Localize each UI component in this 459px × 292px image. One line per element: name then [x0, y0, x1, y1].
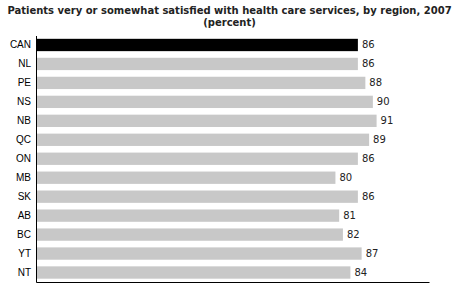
tick: ON: [16, 153, 36, 164]
data-label: 89: [373, 134, 386, 145]
tick-label: BC: [17, 229, 31, 240]
tick: QC: [16, 134, 36, 145]
tick: YT: [18, 248, 36, 259]
bar: [36, 134, 369, 146]
tick-label: CAN: [10, 39, 31, 50]
data-label: 87: [366, 248, 379, 259]
data-label: 88: [369, 77, 382, 88]
plot: 86 86 88 90 91 89 86 80 86 81 82 87 84 CAN NL PE NS NB QC O…: [10, 36, 430, 283]
tick: NB: [17, 115, 36, 126]
x-axis: [37, 282, 430, 283]
data-label: 80: [339, 172, 352, 183]
tick-label: NB: [17, 115, 31, 126]
bar: [36, 96, 373, 108]
data-label: 86: [362, 58, 375, 69]
tick: MB: [16, 172, 36, 183]
data-label: 84: [354, 267, 367, 278]
bar: [36, 58, 358, 70]
data-label: 86: [362, 191, 375, 202]
tick-label: PE: [18, 77, 32, 88]
bar: [36, 209, 339, 221]
bars: [36, 39, 377, 279]
tick-label: NT: [18, 267, 31, 278]
tick: CAN: [10, 39, 36, 50]
bar: [36, 77, 365, 89]
axis-line: [37, 282, 430, 283]
data-label: 90: [377, 96, 390, 107]
tick: BC: [17, 229, 36, 240]
tick: AB: [18, 210, 36, 221]
bar: [36, 228, 343, 240]
data-label: 86: [362, 153, 375, 164]
tick-label: QC: [16, 134, 31, 145]
tick: SK: [18, 191, 36, 202]
tick-label: ON: [16, 153, 31, 164]
data-label: 82: [347, 229, 360, 240]
bar: [36, 115, 377, 127]
data-label: 81: [343, 210, 356, 221]
tick-label: SK: [18, 191, 32, 202]
tick-label: YT: [18, 248, 31, 259]
bar: [36, 191, 358, 203]
y-axis: CAN NL PE NS NB QC ON MB SK AB BC YT NT: [10, 36, 37, 283]
title: Patients very or somewhat satisfied with…: [7, 5, 451, 28]
bar: [36, 247, 362, 259]
chart: Patients very or somewhat satisfied with…: [0, 0, 459, 292]
tick-label: NS: [17, 96, 31, 107]
bar: [36, 172, 335, 184]
bar: [36, 153, 358, 165]
tick-label: MB: [16, 172, 31, 183]
tick: PE: [18, 77, 36, 88]
bar: [36, 266, 350, 278]
data-label: 86: [362, 39, 375, 50]
data-label: 91: [381, 115, 394, 126]
tick: NT: [18, 267, 36, 278]
tick-label: NL: [18, 58, 31, 69]
axis-line: [36, 36, 37, 283]
tick-label: AB: [18, 210, 32, 221]
data-labels: 86 86 88 90 91 89 86 80 86 81 82 87 84: [339, 39, 393, 278]
tick: NS: [17, 96, 36, 107]
bar: [36, 39, 358, 51]
tick: NL: [18, 58, 36, 69]
